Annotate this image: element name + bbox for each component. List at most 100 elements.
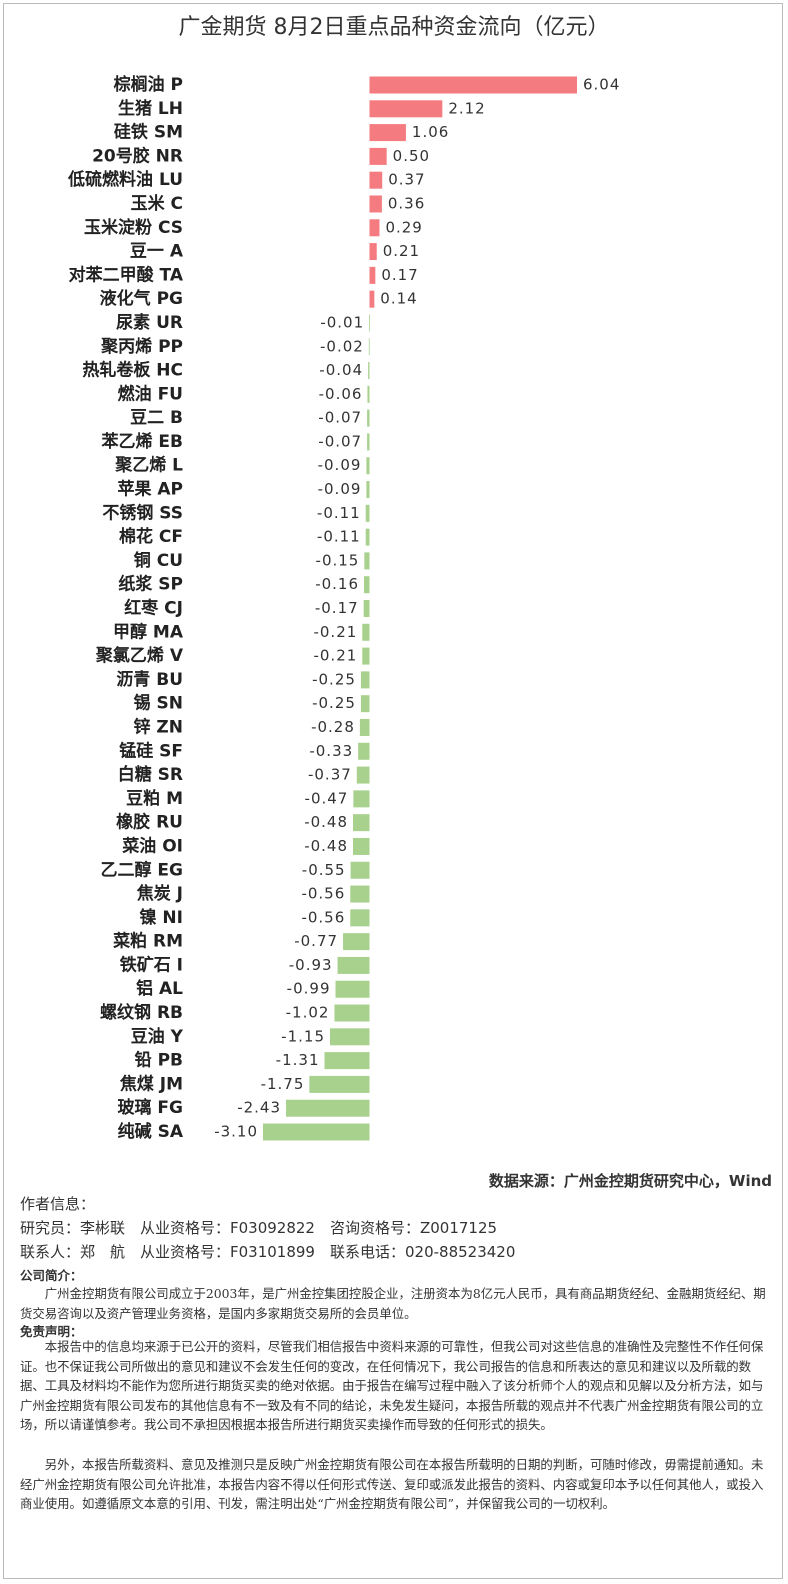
category-label: 铁矿石 I [120, 954, 183, 975]
value-label: -0.06 [319, 385, 363, 403]
category-label: 镍 NI [140, 907, 183, 928]
bar [343, 933, 370, 951]
value-label: 0.50 [393, 147, 430, 165]
bar [366, 457, 370, 475]
researcher: 研究员：李彬联 从业资格号：F03092822 咨询资格号：Z0017125 [20, 1219, 498, 1237]
category-label: 铝 AL [136, 978, 183, 999]
disclaimer-heading: 免责声明： [20, 1324, 83, 1339]
bar [369, 76, 577, 94]
value-label: -0.04 [319, 361, 363, 379]
bar [358, 742, 370, 760]
bar [335, 980, 370, 998]
contact: 联系人：郑 航 从业资格号：F03101899 联系电话：020-8852342… [20, 1243, 516, 1261]
value-label: 0.36 [388, 194, 425, 212]
bar [368, 362, 370, 380]
bar [367, 433, 370, 451]
bar [364, 552, 370, 570]
category-label: 硅铁 SM [114, 122, 183, 143]
category-label: 聚丙烯 PP [100, 336, 183, 357]
category-label: 锌 ZN [134, 716, 183, 737]
value-label: -0.11 [317, 504, 361, 522]
bar [369, 124, 406, 142]
disclaimer-text: 本报告中的信息均来源于已公开的资料，尽管我们相信报告中资料来源的可靠性，但我公司… [20, 1339, 764, 1432]
bar [309, 1075, 370, 1093]
bar [366, 481, 370, 499]
category-label: 聚氯乙烯 V [95, 645, 184, 666]
category-label: 苯乙烯 EB [101, 431, 184, 452]
value-label: 0.37 [388, 171, 425, 189]
category-label: 铅 PB [135, 1050, 183, 1071]
category-label: 螺纹钢 RB [100, 1002, 183, 1023]
value-label: -0.99 [287, 980, 331, 998]
category-label: 对苯二甲酸 TA [69, 264, 184, 285]
value-label: -0.09 [318, 456, 362, 474]
bar [369, 100, 443, 118]
bar [367, 409, 370, 427]
bar [360, 671, 370, 689]
bar [350, 861, 370, 879]
value-label: -0.11 [317, 528, 361, 546]
category-label: 液化气 PG [100, 288, 183, 309]
category-label: 聚乙烯 L [114, 455, 183, 476]
disclaimer-text: 另外，本报告所载资料、意见及推测只是反映广州金控期货有限公司在本报告所载明的日期… [20, 1457, 764, 1511]
category-label: 玉米淀粉 CS [84, 217, 183, 238]
bar [353, 790, 370, 808]
value-label: 0.17 [381, 266, 418, 284]
category-label: 豆二 B [130, 408, 183, 428]
category-label: 红枣 CJ [124, 598, 183, 619]
bar [263, 1123, 370, 1141]
bar [362, 623, 370, 641]
bar [369, 219, 380, 237]
category-label: 豆一 A [130, 242, 184, 262]
value-label: 0.21 [383, 242, 420, 260]
bar [356, 766, 370, 784]
value-label: -0.21 [313, 647, 357, 665]
value-label: 0.29 [385, 218, 422, 236]
bar [350, 885, 370, 903]
category-label: 玉米 C [131, 193, 183, 214]
bar [369, 195, 382, 213]
bar [369, 314, 370, 332]
bar [364, 576, 370, 594]
value-label: -0.47 [305, 789, 349, 807]
bar [369, 147, 387, 165]
category-label: 菜粕 RM [112, 931, 183, 952]
value-label: -0.07 [318, 432, 362, 450]
value-label: 0.14 [380, 290, 417, 308]
value-label: -0.16 [315, 575, 359, 593]
value-label: -1.15 [281, 1027, 325, 1045]
bar [353, 837, 370, 855]
value-label: -3.10 [214, 1123, 258, 1141]
category-label: 白糖 SR [118, 764, 183, 785]
category-label: 焦煤 JM [119, 1073, 183, 1094]
value-label: -0.15 [316, 551, 360, 569]
bar [359, 718, 370, 736]
value-label: -0.25 [312, 670, 356, 688]
category-label: 纯碱 SA [118, 1121, 184, 1142]
chart-title: 广金期货 8月2日重点品种资金流向（亿元） [179, 15, 610, 40]
bar [350, 909, 370, 927]
bar [360, 695, 370, 713]
category-label: 热轧卷板 HC [82, 360, 183, 381]
value-label: -0.07 [318, 409, 362, 427]
category-label: 棉花 CF [119, 526, 183, 547]
category-label: 锡 SN [134, 693, 183, 714]
value-label: -1.31 [276, 1051, 320, 1069]
bar [368, 338, 370, 356]
bar [363, 600, 370, 617]
category-label: 低硫燃料油 LU [67, 169, 183, 190]
category-label: 20号胶 NR [92, 145, 183, 166]
category-label: 苹果 AP [117, 479, 183, 500]
value-label: -0.56 [301, 908, 345, 926]
value-label: -0.33 [309, 742, 353, 760]
value-label: -0.77 [294, 932, 338, 950]
bar [365, 528, 370, 546]
value-label: -2.43 [237, 1099, 281, 1117]
category-label: 焦炭 J [136, 883, 183, 904]
bar [329, 1028, 370, 1046]
value-label: 2.12 [448, 99, 485, 117]
value-label: -0.28 [311, 718, 355, 736]
bar [369, 290, 375, 308]
value-label: 6.04 [583, 76, 620, 94]
